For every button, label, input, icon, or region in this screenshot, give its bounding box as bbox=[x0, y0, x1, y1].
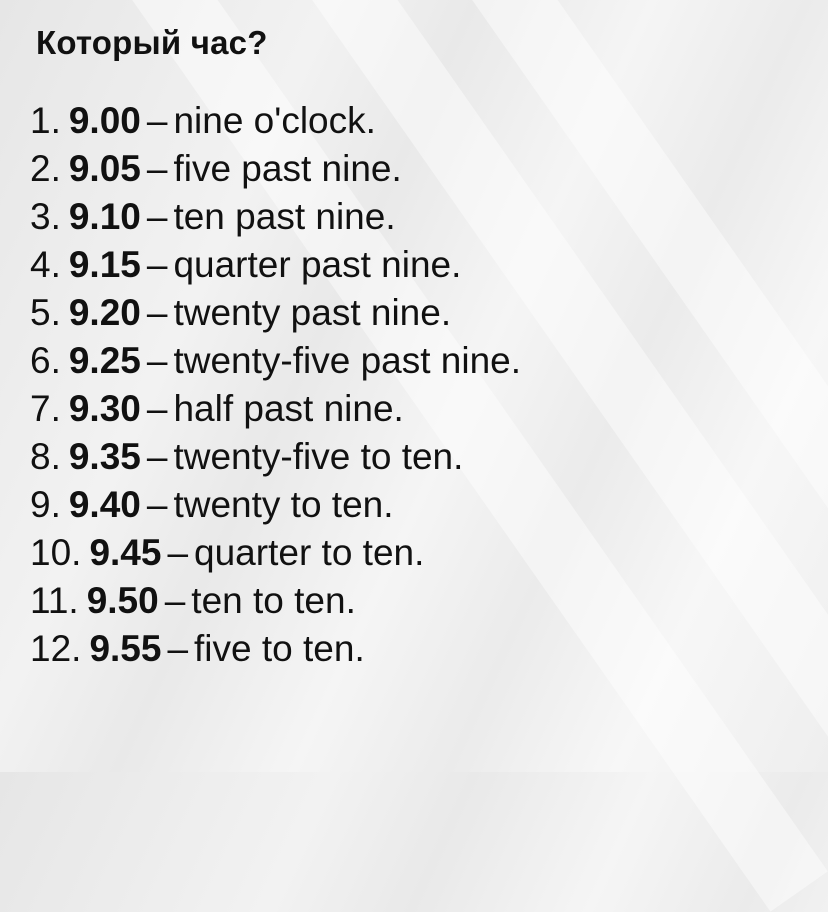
item-phrase: five past nine. bbox=[173, 148, 402, 189]
item-phrase: quarter to ten. bbox=[194, 532, 425, 573]
item-time: 9.35 bbox=[68, 436, 141, 477]
list-item: 11. 9.50– ten to ten. bbox=[30, 577, 521, 625]
item-phrase: twenty-five to ten. bbox=[173, 436, 464, 477]
item-phrase: ten to ten. bbox=[191, 580, 356, 621]
list-item: 5. 9.20– twenty past nine. bbox=[30, 289, 521, 337]
item-time: 9.25 bbox=[68, 340, 141, 381]
item-time: 9.10 bbox=[68, 196, 141, 237]
list-item: 7. 9.30– half past nine. bbox=[30, 385, 521, 433]
list-item: 12. 9.55– five to ten. bbox=[30, 625, 521, 673]
item-number: 8. bbox=[30, 436, 61, 477]
item-dash: – bbox=[167, 628, 189, 669]
item-phrase: half past nine. bbox=[173, 388, 404, 429]
page-title: Который час? bbox=[36, 24, 268, 61]
item-number: 9. bbox=[30, 484, 61, 525]
item-number: 5. bbox=[30, 292, 61, 333]
list-item: 10. 9.45– quarter to ten. bbox=[30, 529, 521, 577]
item-number: 7. bbox=[30, 388, 61, 429]
list-item: 3. 9.10– ten past nine. bbox=[30, 193, 521, 241]
item-phrase: twenty to ten. bbox=[173, 484, 394, 525]
item-phrase: nine o'clock. bbox=[173, 100, 376, 141]
item-dash: – bbox=[167, 532, 189, 573]
item-time: 9.55 bbox=[89, 628, 162, 669]
list-item: 2. 9.05– five past nine. bbox=[30, 145, 521, 193]
item-dash: – bbox=[146, 196, 168, 237]
item-number: 3. bbox=[30, 196, 61, 237]
item-dash: – bbox=[146, 340, 168, 381]
item-phrase: ten past nine. bbox=[173, 196, 396, 237]
item-number: 10. bbox=[30, 532, 82, 573]
item-phrase: five to ten. bbox=[194, 628, 365, 669]
item-dash: – bbox=[146, 100, 168, 141]
item-dash: – bbox=[146, 292, 168, 333]
item-number: 4. bbox=[30, 244, 61, 285]
item-time: 9.05 bbox=[68, 148, 141, 189]
item-dash: – bbox=[146, 388, 168, 429]
item-time: 9.20 bbox=[68, 292, 141, 333]
item-dash: – bbox=[146, 244, 168, 285]
item-dash: – bbox=[146, 484, 168, 525]
list-item: 4. 9.15– quarter past nine. bbox=[30, 241, 521, 289]
item-time: 9.00 bbox=[68, 100, 141, 141]
item-time: 9.40 bbox=[68, 484, 141, 525]
item-number: 11. bbox=[30, 580, 79, 621]
item-time: 9.50 bbox=[86, 580, 159, 621]
item-time: 9.15 bbox=[68, 244, 141, 285]
item-phrase: twenty past nine. bbox=[173, 292, 452, 333]
item-time: 9.30 bbox=[68, 388, 141, 429]
list-item: 6. 9.25– twenty-five past nine. bbox=[30, 337, 521, 385]
item-number: 2. bbox=[30, 148, 61, 189]
item-phrase: twenty-five past nine. bbox=[173, 340, 522, 381]
list-item: 1. 9.00– nine o'clock. bbox=[30, 97, 521, 145]
item-number: 1. bbox=[30, 100, 61, 141]
item-phrase: quarter past nine. bbox=[173, 244, 462, 285]
item-number: 12. bbox=[30, 628, 82, 669]
time-list: 1. 9.00– nine o'clock. 2. 9.05– five past nin… bbox=[30, 97, 521, 673]
item-number: 6. bbox=[30, 340, 61, 381]
item-time: 9.45 bbox=[89, 532, 162, 573]
list-item: 9. 9.40– twenty to ten. bbox=[30, 481, 521, 529]
item-dash: – bbox=[164, 580, 186, 621]
item-dash: – bbox=[146, 436, 168, 477]
item-dash: – bbox=[146, 148, 168, 189]
list-item: 8. 9.35– twenty-five to ten. bbox=[30, 433, 521, 481]
